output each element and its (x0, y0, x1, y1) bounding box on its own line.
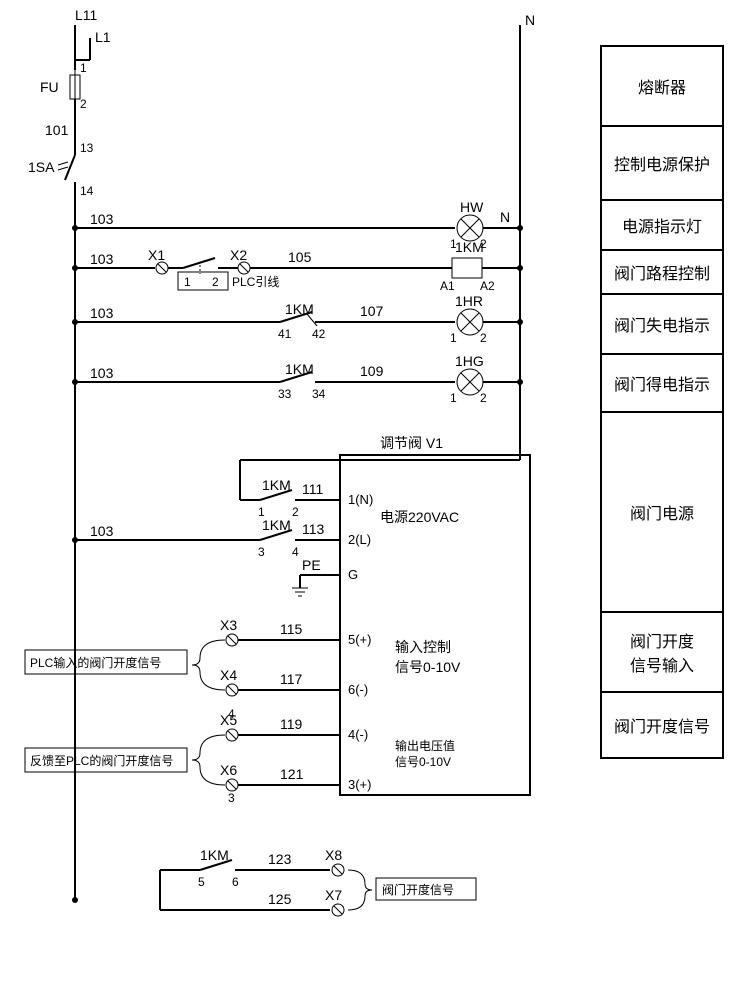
svg-text:6(-): 6(-) (348, 682, 368, 697)
rail-l1: L1 (95, 29, 111, 45)
lamp-hw: HW (460, 199, 484, 215)
svg-text:119: 119 (280, 716, 303, 732)
svg-text:103: 103 (90, 251, 114, 267)
svg-text:117: 117 (280, 671, 303, 687)
svg-text:1(N): 1(N) (348, 492, 373, 507)
valve-title: 调节阀 V1 (380, 435, 443, 451)
svg-text:X7: X7 (325, 887, 342, 903)
side-row: 控制电源保护 (602, 127, 722, 201)
svg-text:1: 1 (450, 331, 457, 345)
svg-text:1KM: 1KM (200, 847, 229, 863)
svg-text:A2: A2 (480, 279, 495, 293)
svg-text:42: 42 (312, 327, 326, 341)
valve-power: 电源220VAC (380, 509, 459, 525)
svg-text:输出电压值: 输出电压值 (395, 738, 455, 753)
svg-text:34: 34 (312, 387, 326, 401)
svg-text:X1: X1 (148, 247, 165, 263)
svg-text:1KM: 1KM (285, 361, 314, 377)
svg-text:2: 2 (480, 331, 487, 345)
wire-101: 101 (45, 122, 69, 138)
svg-text:103: 103 (90, 305, 114, 321)
svg-text:2: 2 (212, 275, 219, 289)
svg-text:6: 6 (232, 875, 239, 889)
svg-text:2: 2 (292, 505, 299, 519)
svg-text:1KM: 1KM (285, 301, 314, 317)
svg-text:X8: X8 (325, 847, 342, 863)
svg-text:4(-): 4(-) (348, 727, 368, 742)
svg-text:X6: X6 (220, 762, 237, 778)
svg-text:121: 121 (280, 766, 304, 782)
bottom-label: 阀门开度信号 (382, 882, 454, 897)
svg-text:107: 107 (360, 303, 384, 319)
side-row: 阀门路程控制 (602, 251, 722, 295)
svg-text:111: 111 (302, 481, 323, 497)
plc-fb-label: 反馈至PLC的阀门开度信号 (30, 753, 173, 768)
svg-text:2: 2 (480, 391, 487, 405)
switch-1sa: 1SA (28, 159, 55, 175)
svg-text:2(L): 2(L) (348, 532, 371, 547)
svg-text:X3: X3 (220, 617, 237, 633)
description-table: 熔断器控制电源保护电源指示灯阀门路程控制阀门失电指示阀门得电指示阀门电源阀门开度… (600, 45, 724, 759)
plc-in-label: PLC输入的阀门开度信号 (30, 655, 161, 670)
side-row: 阀门电源 (602, 413, 722, 613)
rail-l11: L11 (75, 7, 98, 23)
svg-text:113: 113 (302, 521, 325, 537)
svg-text:X2: X2 (230, 247, 247, 263)
svg-text:信号0-10V: 信号0-10V (395, 755, 451, 769)
svg-text:3: 3 (258, 545, 265, 559)
svg-text:1: 1 (184, 275, 191, 289)
lamp-1hr: 1HR (455, 293, 483, 309)
svg-text:1KM: 1KM (262, 517, 291, 533)
lamp-1hg: 1HG (455, 353, 484, 369)
side-row: 阀门开度信号输入 (602, 613, 722, 693)
side-row: 阀门得电指示 (602, 355, 722, 413)
svg-text:14: 14 (80, 184, 94, 198)
svg-text:1KM: 1KM (262, 477, 291, 493)
svg-text:1: 1 (450, 391, 457, 405)
rail-n: N (525, 12, 535, 28)
side-row: 阀门失电指示 (602, 295, 722, 355)
svg-text:2: 2 (80, 97, 87, 111)
svg-text:X4: X4 (220, 667, 237, 683)
svg-text:A1: A1 (440, 279, 455, 293)
svg-text:5: 5 (198, 875, 205, 889)
svg-text:103: 103 (90, 365, 114, 381)
svg-text:103: 103 (90, 523, 114, 539)
svg-text:1: 1 (80, 61, 87, 75)
svg-text:109: 109 (360, 363, 384, 379)
svg-text:105: 105 (288, 249, 312, 265)
svg-text:信号0-10V: 信号0-10V (395, 659, 461, 675)
side-row: 熔断器 (602, 47, 722, 127)
side-row: 电源指示灯 (602, 201, 722, 251)
svg-text:PE: PE (302, 557, 321, 573)
svg-text:3(+): 3(+) (348, 777, 371, 792)
svg-text:5(+): 5(+) (348, 632, 371, 647)
coil-1km: 1KM (455, 239, 484, 255)
side-row: 阀门开度信号 (602, 693, 722, 757)
svg-text:13: 13 (80, 141, 94, 155)
svg-text:115: 115 (280, 621, 303, 637)
svg-text:123: 123 (268, 851, 292, 867)
svg-text:G: G (348, 567, 358, 582)
svg-text:PLC引线: PLC引线 (232, 275, 279, 289)
fuse-ref: FU (40, 79, 59, 95)
svg-text:33: 33 (278, 387, 292, 401)
svg-text:N: N (500, 209, 510, 225)
svg-text:3: 3 (228, 791, 235, 805)
svg-text:4: 4 (228, 707, 235, 721)
svg-text:41: 41 (278, 327, 292, 341)
svg-text:输入控制: 输入控制 (395, 639, 451, 655)
svg-text:103: 103 (90, 211, 114, 227)
svg-text:4: 4 (292, 545, 299, 559)
svg-text:125: 125 (268, 891, 292, 907)
